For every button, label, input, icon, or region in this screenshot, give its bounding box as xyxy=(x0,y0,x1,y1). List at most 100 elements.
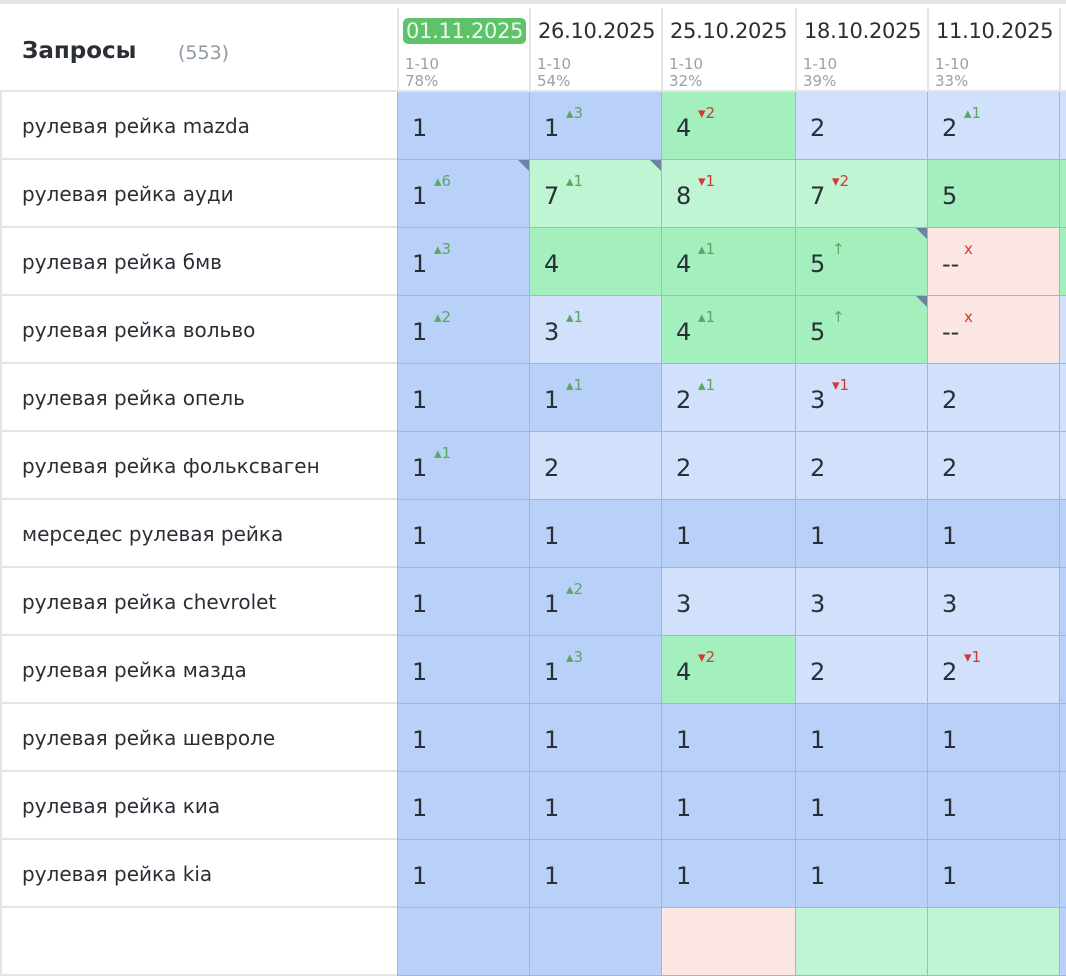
date-column-header[interactable]: 25.10.2025 1-10 32% xyxy=(661,8,795,94)
position-cell[interactable]: 1 xyxy=(397,364,529,432)
position-cell[interactable]: 4 xyxy=(529,228,661,296)
position-cell[interactable]: 1 xyxy=(795,840,927,908)
position-cell[interactable]: 1 xyxy=(397,500,529,568)
position-cell[interactable] xyxy=(661,908,795,976)
query-cell[interactable]: рулевая рейка опель xyxy=(0,364,397,432)
date-label[interactable]: 11.10.2025 xyxy=(936,19,1054,43)
query-cell[interactable]: рулевая рейка киа xyxy=(0,772,397,840)
query-cell[interactable]: мерседес рулевая рейка xyxy=(0,500,397,568)
position-cell[interactable]: 1 ▴2 xyxy=(529,568,661,636)
position-cell[interactable]: 1 xyxy=(397,772,529,840)
position-cell-partial[interactable] xyxy=(1059,92,1066,160)
position-cell[interactable]: 1 xyxy=(529,704,661,772)
position-cell[interactable]: -- x xyxy=(927,296,1059,364)
position-cell[interactable]: 1 xyxy=(529,840,661,908)
position-cell[interactable]: 2 ▾1 xyxy=(927,636,1059,704)
date-column-header[interactable]: 01.11.2025 1-10 78% xyxy=(397,8,529,94)
query-text[interactable]: рулевая рейка ауди xyxy=(22,182,234,206)
position-cell[interactable]: 3 xyxy=(927,568,1059,636)
position-cell[interactable]: 1 xyxy=(397,840,529,908)
position-cell[interactable]: 2 xyxy=(661,432,795,500)
query-text[interactable]: рулевая рейка chevrolet xyxy=(22,590,277,614)
position-cell[interactable]: 2 xyxy=(927,432,1059,500)
date-label[interactable]: 26.10.2025 xyxy=(538,19,656,43)
position-cell[interactable]: 1 ▴3 xyxy=(397,228,529,296)
position-cell[interactable]: 5 ↑ xyxy=(795,296,927,364)
position-cell[interactable]: 1 xyxy=(661,772,795,840)
position-cell[interactable]: 3 ▾1 xyxy=(795,364,927,432)
note-corner-icon[interactable] xyxy=(650,160,661,171)
query-text[interactable]: рулевая рейка mazda xyxy=(22,114,250,138)
query-text[interactable]: рулевая рейка фольксваген xyxy=(22,454,320,478)
query-text[interactable]: мерседес рулевая рейка xyxy=(22,522,284,546)
position-cell[interactable]: 8 ▾1 xyxy=(661,160,795,228)
position-cell[interactable]: 2 xyxy=(795,92,927,160)
query-cell[interactable]: рулевая рейка фольксваген xyxy=(0,432,397,500)
position-cell[interactable] xyxy=(927,908,1059,976)
query-text[interactable]: рулевая рейка kia xyxy=(22,862,213,886)
query-cell[interactable]: рулевая рейка вольво xyxy=(0,296,397,364)
position-cell[interactable] xyxy=(397,908,529,976)
position-cell[interactable]: -- x xyxy=(927,228,1059,296)
position-cell[interactable]: 7 ▾2 xyxy=(795,160,927,228)
queries-title[interactable]: Запросы xyxy=(22,38,137,64)
date-label[interactable]: 18.10.2025 xyxy=(804,19,922,43)
position-cell[interactable]: 1 xyxy=(927,772,1059,840)
position-cell[interactable]: 1 xyxy=(397,568,529,636)
position-cell-partial[interactable] xyxy=(1059,296,1066,364)
note-corner-icon[interactable] xyxy=(916,228,927,239)
position-cell[interactable]: 1 ▴1 xyxy=(529,364,661,432)
query-cell[interactable]: рулевая рейка бмв xyxy=(0,228,397,296)
position-cell[interactable]: 5 ↑ xyxy=(795,228,927,296)
position-cell[interactable]: 7 ▴1 xyxy=(529,160,661,228)
position-cell[interactable]: 1 xyxy=(397,92,529,160)
position-cell[interactable]: 1 xyxy=(529,772,661,840)
date-column-header-partial[interactable] xyxy=(1059,8,1066,94)
position-cell-partial[interactable] xyxy=(1059,432,1066,500)
position-cell-partial[interactable] xyxy=(1059,772,1066,840)
position-cell[interactable]: 2 xyxy=(529,432,661,500)
position-cell[interactable]: 1 xyxy=(529,500,661,568)
query-cell[interactable] xyxy=(0,908,397,976)
query-text[interactable]: рулевая рейка шевроле xyxy=(22,726,276,750)
note-corner-icon[interactable] xyxy=(518,160,529,171)
query-text[interactable]: рулевая рейка вольво xyxy=(22,318,256,342)
position-cell[interactable]: 1 ▴6 xyxy=(397,160,529,228)
position-cell[interactable]: 1 xyxy=(927,500,1059,568)
query-text[interactable]: рулевая рейка киа xyxy=(22,794,221,818)
position-cell[interactable]: 4 ▴1 xyxy=(661,228,795,296)
date-label[interactable]: 01.11.2025 xyxy=(403,18,527,44)
position-cell[interactable]: 4 ▴1 xyxy=(661,296,795,364)
position-cell[interactable]: 1 ▴2 xyxy=(397,296,529,364)
query-text[interactable]: рулевая рейка бмв xyxy=(22,250,222,274)
date-column-header[interactable]: 11.10.2025 1-10 33% xyxy=(927,8,1059,94)
position-cell[interactable]: 1 xyxy=(661,840,795,908)
position-cell[interactable]: 1 xyxy=(795,500,927,568)
position-cell[interactable]: 2 xyxy=(927,364,1059,432)
position-cell[interactable]: 1 xyxy=(397,704,529,772)
position-cell[interactable]: 1 xyxy=(795,772,927,840)
date-label[interactable]: 25.10.2025 xyxy=(670,19,788,43)
position-cell[interactable]: 1 xyxy=(927,840,1059,908)
position-cell-partial[interactable] xyxy=(1059,636,1066,704)
query-cell[interactable]: рулевая рейка шевроле xyxy=(0,704,397,772)
query-cell[interactable]: рулевая рейка мазда xyxy=(0,636,397,704)
position-cell-partial[interactable] xyxy=(1059,160,1066,228)
position-cell[interactable]: 1 ▴3 xyxy=(529,92,661,160)
position-cell[interactable]: 5 xyxy=(927,160,1059,228)
position-cell-partial[interactable] xyxy=(1059,840,1066,908)
date-column-header[interactable]: 26.10.2025 1-10 54% xyxy=(529,8,661,94)
position-cell-partial[interactable] xyxy=(1059,568,1066,636)
position-cell-partial[interactable] xyxy=(1059,704,1066,772)
position-cell[interactable]: 4 ▾2 xyxy=(661,636,795,704)
position-cell[interactable]: 3 xyxy=(795,568,927,636)
position-cell-partial[interactable] xyxy=(1059,364,1066,432)
position-cell-partial[interactable] xyxy=(1059,500,1066,568)
position-cell[interactable]: 1 xyxy=(927,704,1059,772)
position-cell[interactable]: 3 ▴1 xyxy=(529,296,661,364)
position-cell[interactable]: 1 ▴3 xyxy=(529,636,661,704)
position-cell[interactable]: 2 ▴1 xyxy=(927,92,1059,160)
position-cell[interactable]: 1 ▴1 xyxy=(397,432,529,500)
position-cell[interactable]: 2 xyxy=(795,636,927,704)
position-cell[interactable]: 1 xyxy=(661,500,795,568)
